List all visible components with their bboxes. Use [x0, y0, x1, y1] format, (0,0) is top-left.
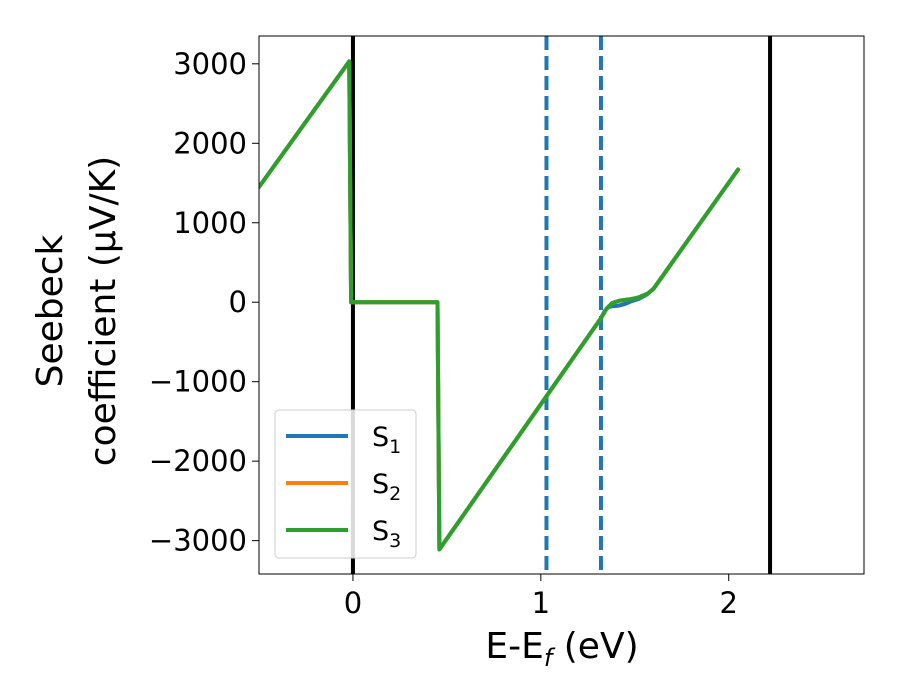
- y-tick-label: −1000: [149, 365, 247, 399]
- series-layer: [259, 59, 741, 552]
- y-axis-label-line2: coefficient (μV/K): [83, 156, 124, 466]
- x-axis-label-main: E-E: [485, 626, 543, 667]
- legend-label-s1: S1: [372, 422, 401, 458]
- series-line-s3: [259, 59, 741, 552]
- legend-label-s2: S2: [372, 469, 401, 505]
- y-axis-label-line1: Seebeck: [30, 234, 71, 387]
- y-axis-ticks: 3000 2000 1000 0 −1000 −2000 −3000: [149, 47, 259, 558]
- x-axis-label-unit: (eV): [552, 626, 638, 667]
- x-axis-ticks: 0 1 2: [344, 574, 738, 620]
- y-tick-label: 2000: [173, 126, 247, 160]
- y-tick-label: −3000: [149, 524, 247, 558]
- y-tick-label: 3000: [173, 47, 247, 81]
- x-axis-label: E-Ef (eV): [485, 626, 638, 672]
- y-tick-label: 0: [229, 285, 247, 319]
- y-tick-label: −2000: [149, 444, 247, 478]
- x-tick-label: 2: [719, 586, 737, 620]
- legend: S1 S2 S3: [274, 409, 417, 559]
- x-tick-label: 0: [344, 586, 362, 620]
- legend-label-s3: S3: [372, 516, 401, 552]
- x-tick-label: 1: [532, 586, 550, 620]
- y-axis-label: Seebeck coefficient (μV/K): [30, 156, 124, 466]
- plot-frame: [258, 35, 865, 575]
- y-tick-label: 1000: [173, 206, 247, 240]
